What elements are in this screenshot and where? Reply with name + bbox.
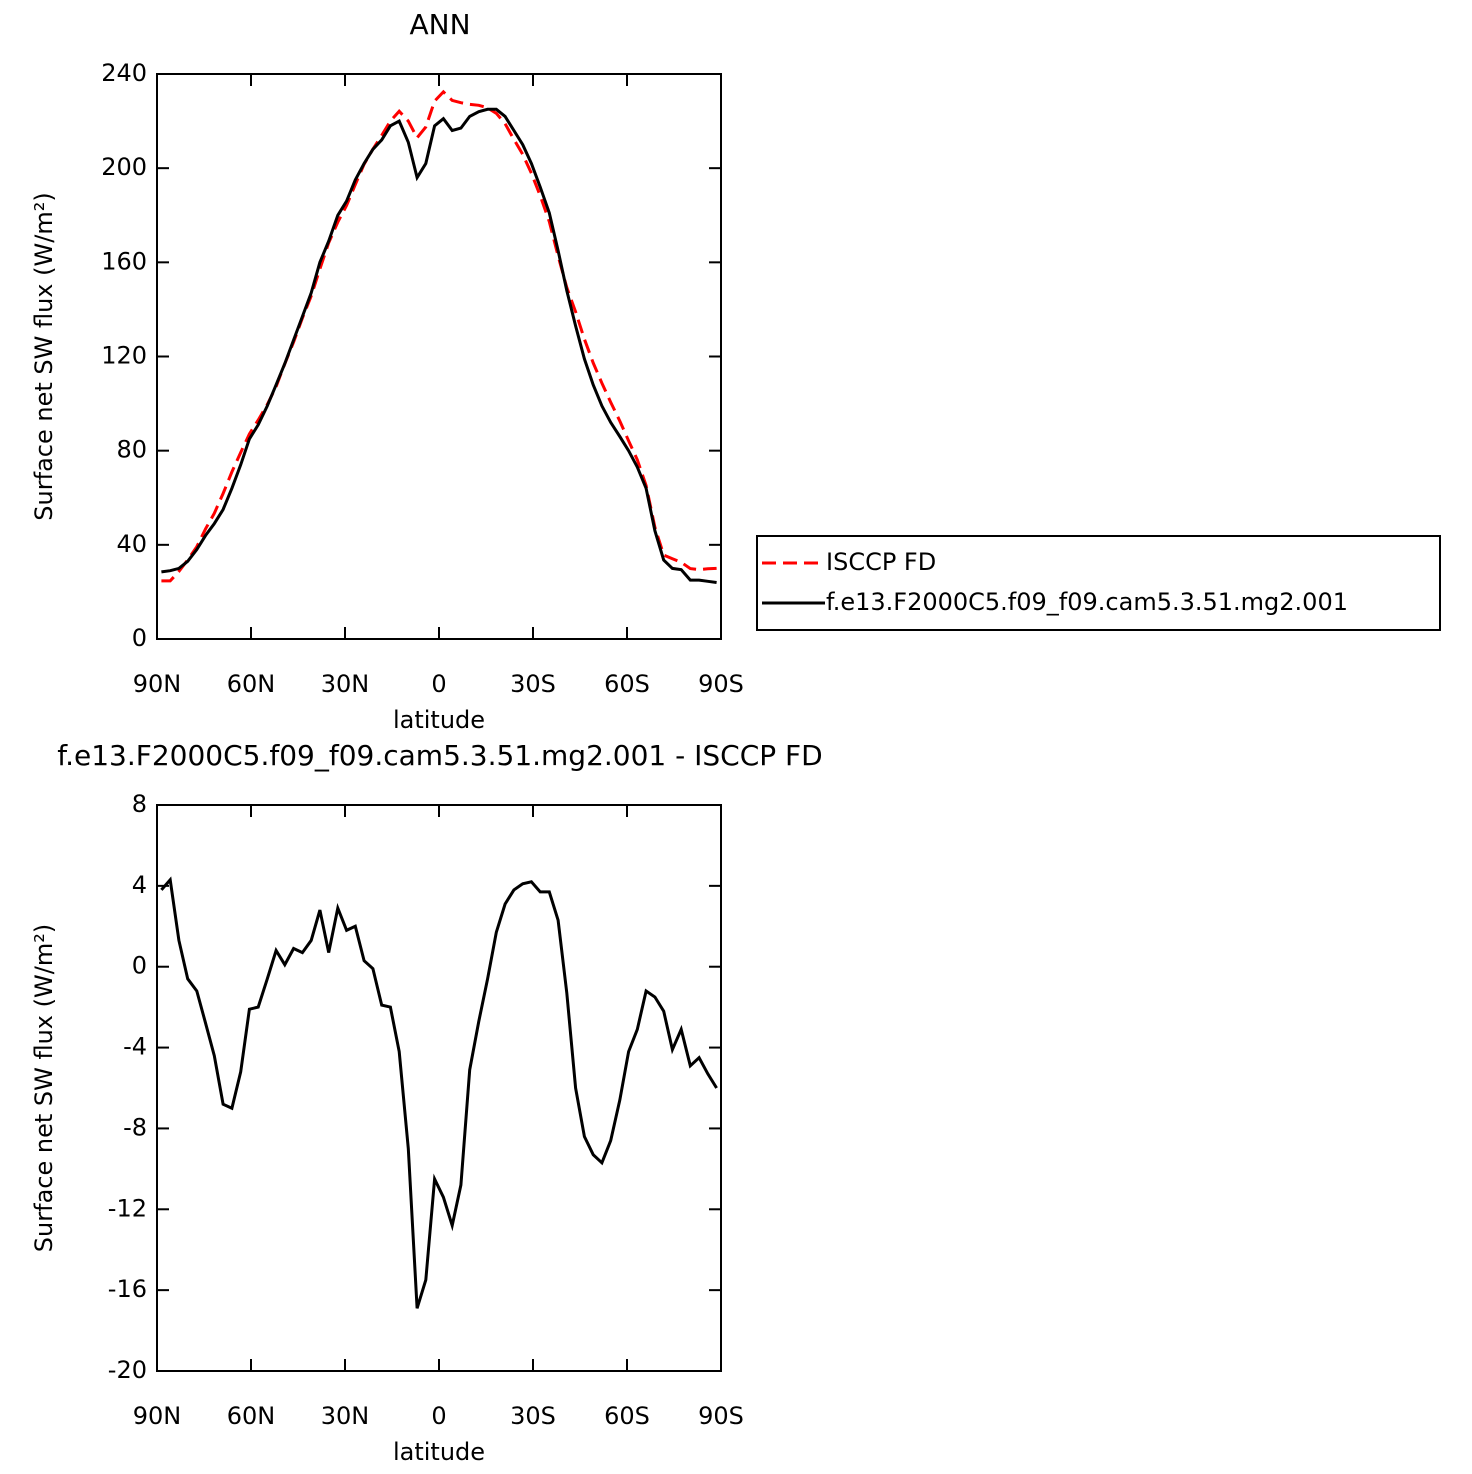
y-tick-label: 0 [132, 624, 147, 652]
data-line [161, 107, 717, 584]
x-tick-label: 0 [431, 1402, 446, 1430]
y-tick-label: -16 [108, 1275, 147, 1303]
y-tick-label: -8 [123, 1113, 147, 1141]
panel: f.e13.F2000C5.f09_f09.cam5.3.51.mg2.001 … [30, 739, 823, 1466]
x-tick-label: 0 [431, 670, 446, 698]
y-tick-label: 8 [132, 790, 147, 818]
data-line [160, 876, 718, 1309]
legend-box [756, 535, 1441, 631]
y-tick-label: 0 [132, 952, 147, 980]
y-tick-label: 4 [132, 871, 147, 899]
y-tick-label: 160 [101, 247, 147, 275]
data-line [161, 89, 717, 583]
x-tick-label: 90S [698, 670, 744, 698]
x-tick-label: 30N [321, 1402, 370, 1430]
y-tick-label: -12 [108, 1194, 147, 1222]
y-tick-label: 120 [101, 342, 147, 370]
x-axis-label: latitude [393, 706, 485, 734]
x-tick-label: 60N [227, 670, 276, 698]
x-tick-label: 30N [321, 670, 370, 698]
panel: ANN latitude Surface net SW flux (W/m²) 0 40… [30, 8, 1441, 734]
x-axis-label: latitude [393, 1438, 485, 1466]
chart-title: ANN [409, 8, 470, 41]
chart-title: f.e13.F2000C5.f09_f09.cam5.3.51.mg2.001 … [57, 739, 822, 772]
x-tick-label: 60N [227, 1402, 276, 1430]
x-tick-label: 60S [604, 670, 650, 698]
y-tick-label: -20 [108, 1356, 147, 1384]
y-tick-label: -4 [123, 1033, 147, 1061]
y-tick-label: 80 [116, 436, 147, 464]
plot-frame [156, 804, 722, 1372]
y-axis-label: Surface net SW flux (W/m²) [30, 192, 58, 520]
x-tick-label: 30S [510, 1402, 556, 1430]
legend-label: ISCCP FD [826, 548, 936, 576]
x-tick-label: 90N [133, 670, 182, 698]
y-axis-label: Surface net SW flux (W/m²) [30, 924, 58, 1252]
x-tick-label: 90S [698, 1402, 744, 1430]
x-tick-label: 60S [604, 1402, 650, 1430]
y-tick-label: 240 [101, 59, 147, 87]
plot-frame [156, 73, 722, 640]
y-tick-label: 40 [116, 530, 147, 558]
legend-label: f.e13.F2000C5.f09_f09.cam5.3.51.mg2.001 [826, 588, 1348, 616]
y-tick-label: 200 [101, 153, 147, 181]
legend: ISCCP FD f.e13.F2000C5.f09_f09.cam5.3.51.… [756, 535, 1441, 631]
x-tick-label: 90N [133, 1402, 182, 1430]
x-tick-label: 30S [510, 670, 556, 698]
